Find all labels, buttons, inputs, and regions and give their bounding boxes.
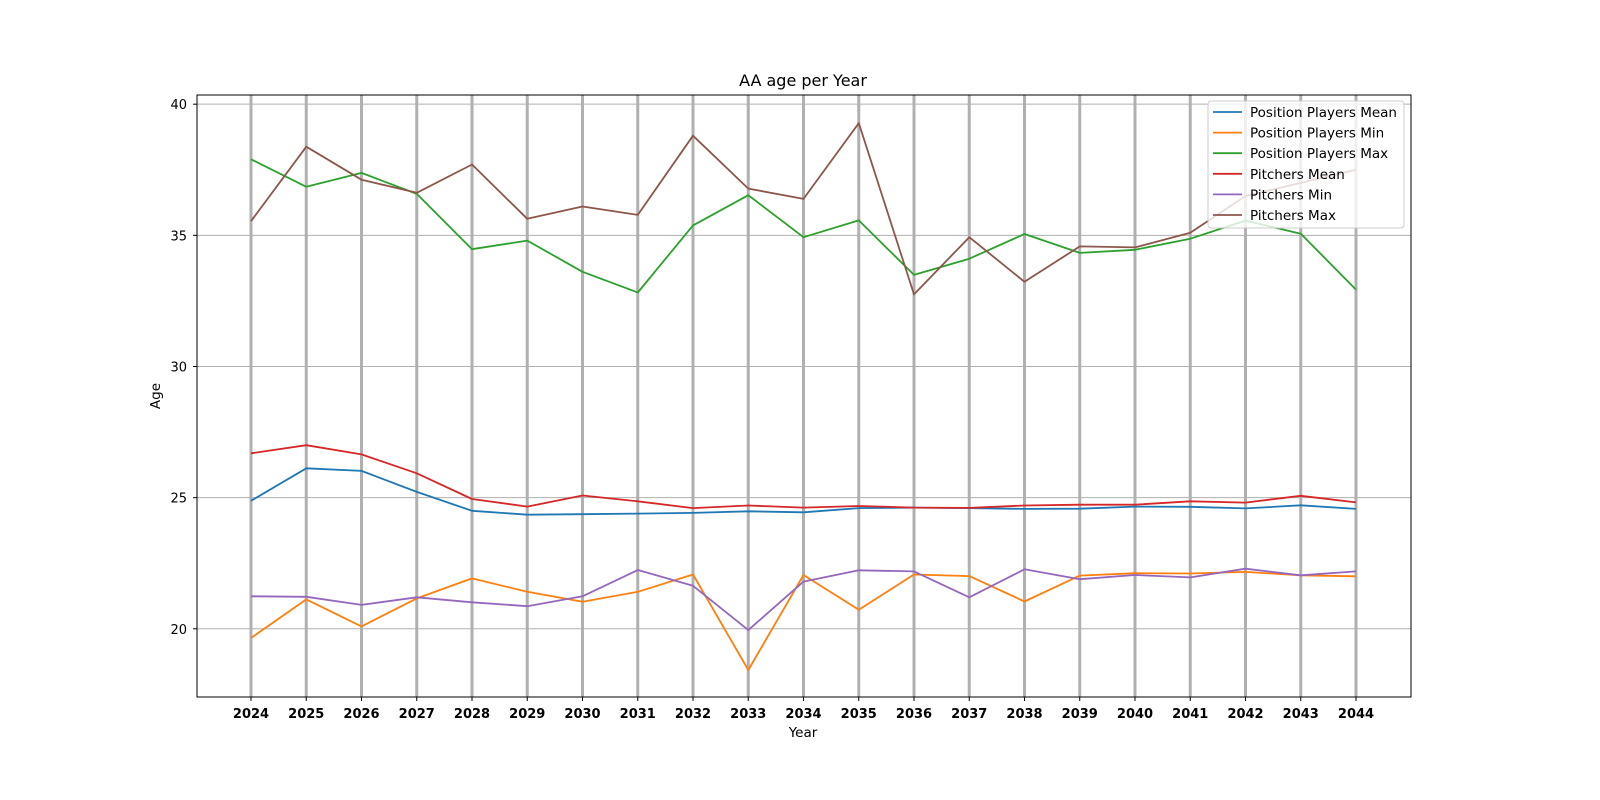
chart-title: AA age per Year [739,71,867,90]
legend-label: Position Players Max [1250,146,1388,162]
y-tick-label: 30 [170,360,187,375]
x-tick-label: 2029 [509,707,545,722]
x-tick-label: 2036 [896,707,932,722]
series-layer [250,122,1357,671]
legend-label: Position Players Mean [1250,105,1397,121]
x-tick-label: 2041 [1172,707,1208,722]
x-tick-label: 2043 [1283,707,1319,722]
x-tick-label: 2034 [785,707,821,722]
x-tick-label: 2033 [730,707,766,722]
series-line-3 [250,444,1357,510]
x-tick-label: 2030 [564,707,600,722]
x-axis-ticks: 2024 2025 2026 2027 2028 2029 2030 2031 2032 2033… [233,697,1374,722]
legend-label: Position Players Min [1250,126,1384,142]
x-tick-label: 2032 [675,707,711,722]
y-tick-label: 35 [170,229,187,244]
y-tick-label: 20 [170,623,187,638]
y-tick-label: 40 [170,98,187,113]
legend: Position Players Mean Position Players Mi… [1207,100,1405,229]
legend-box [1207,100,1405,229]
x-tick-label: 2037 [951,707,987,722]
grid-layer [197,95,1411,697]
y-tick-label: 25 [170,492,187,507]
x-tick-label: 2044 [1338,707,1374,722]
series-line-4 [250,567,1357,631]
x-tick-label: 2025 [288,707,324,722]
x-tick-label: 2027 [399,707,435,722]
x-tick-label: 2028 [454,707,490,722]
x-tick-label: 2024 [233,707,269,722]
x-tick-label: 2026 [343,707,379,722]
series-line-5 [250,122,1357,296]
legend-label: Pitchers Max [1250,208,1336,224]
x-tick-label: 2042 [1227,707,1263,722]
x-axis-title: Year [788,725,818,741]
series-line-0 [250,467,1357,516]
series-line-2 [250,158,1357,294]
series-line-1 [250,571,1357,671]
legend-label: Pitchers Mean [1250,167,1345,183]
x-tick-label: 2031 [620,707,656,722]
x-tick-label: 2038 [1006,707,1042,722]
y-axis-title: Age [148,383,164,409]
y-axis-ticks: 20 25 30 35 40 [170,98,197,638]
legend-label: Pitchers Min [1250,187,1332,203]
x-tick-label: 2039 [1062,707,1098,722]
x-tick-label: 2040 [1117,707,1153,722]
x-tick-label: 2035 [841,707,877,722]
